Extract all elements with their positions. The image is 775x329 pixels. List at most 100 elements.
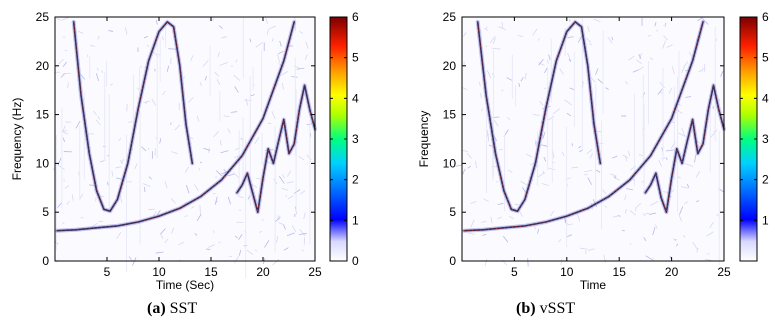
noise-mark-a [62, 131, 69, 135]
noise-mark-a [142, 183, 151, 187]
noise-mark-a [202, 59, 209, 67]
x-tick-label-a: 20 [256, 265, 270, 279]
noise-mark-a [145, 100, 148, 105]
noise-mark-a [143, 35, 149, 39]
noise-mark-a [283, 224, 286, 230]
noise-mark-a [268, 25, 276, 30]
noise-mark-a [90, 45, 96, 47]
noise-mark-b [519, 210, 523, 217]
caption-a: (a) SST [147, 300, 197, 318]
noise-mark-a [240, 138, 243, 140]
noise-mark-b [462, 149, 469, 153]
noise-mark-b [659, 81, 665, 89]
noise-mark-a [111, 170, 114, 177]
noise-mark-a [194, 233, 198, 236]
noise-mark-b [485, 26, 488, 30]
noise-mark-b [482, 233, 487, 236]
noise-mark-a [196, 115, 200, 122]
noise-mark-a [238, 209, 242, 212]
noise-mark-a [151, 98, 157, 106]
noise-mark-a [80, 216, 84, 219]
noise-mark-a [62, 221, 65, 225]
noise-mark-b [663, 35, 668, 41]
noise-mark-a [278, 51, 284, 55]
noise-mark-b [686, 183, 690, 188]
noise-mark-b [552, 161, 555, 164]
y-tick-label-a: 15 [36, 108, 50, 122]
noise-mark-b [650, 200, 659, 206]
noise-mark-b [666, 44, 673, 48]
noise-mark-a [171, 227, 175, 234]
noise-mark-b [624, 194, 627, 201]
noise-mark-a [132, 257, 137, 266]
noise-mark-b [665, 157, 668, 161]
noise-mark-b [560, 258, 562, 265]
noise-mark-b [685, 96, 692, 98]
noise-mark-a [146, 44, 150, 48]
noise-mark-b [671, 189, 675, 193]
noise-mark-b [561, 151, 565, 156]
x-axis-label-a: Time (Sec) [156, 278, 214, 292]
noise-mark-a [155, 251, 164, 254]
noise-mark-b [663, 24, 667, 27]
y-tick-label-a: 10 [36, 156, 50, 170]
noise-mark-b [683, 235, 686, 238]
y-tick-label-a: 5 [42, 205, 49, 219]
noise-mark-b [548, 116, 555, 121]
noise-mark-a [108, 30, 114, 32]
noise-mark-a [272, 258, 280, 266]
ridge-chirp-a [56, 21, 295, 232]
colorbar-tick-label-a: 5 [352, 51, 359, 65]
noise-mark-a [223, 115, 231, 118]
noise-mark-a [210, 18, 215, 22]
noise-mark-a [190, 55, 194, 62]
noise-mark-b [678, 132, 686, 137]
noise-mark-b [568, 59, 572, 62]
colorbar-tick-label-b: 4 [762, 91, 769, 105]
caption-b-label: (b) [516, 300, 536, 317]
noise-mark-a [164, 181, 168, 189]
noise-mark-b [566, 234, 572, 238]
noise-mark-a [306, 154, 312, 161]
noise-mark-a [267, 122, 272, 125]
noise-mark-a [139, 65, 143, 68]
noise-mark-a [191, 206, 195, 209]
noise-mark-b [698, 70, 702, 73]
noise-mark-a [215, 170, 223, 177]
noise-mark-b [567, 52, 572, 62]
x-tick-label-b: 20 [665, 265, 679, 279]
panel-b: 5 10 15 20 25 0 5 10 15 20 25 Time Frequency 1 2 3 4 5 6 [417, 10, 769, 292]
noise-mark-a [234, 235, 238, 239]
noise-mark-a [287, 195, 294, 200]
noise-mark-b [491, 47, 501, 50]
noise-mark-b [607, 36, 613, 44]
noise-mark-a [303, 212, 306, 219]
noise-mark-a [255, 42, 263, 48]
noise-mark-b [681, 127, 686, 137]
noise-mark-b [671, 66, 675, 75]
noise-mark-b [610, 173, 617, 177]
noise-mark-b [612, 176, 620, 181]
noise-mark-a [216, 79, 221, 86]
y-tick-label-b: 5 [449, 205, 456, 219]
noise-mark-a [199, 81, 202, 87]
noise-mark-b [629, 210, 636, 216]
noise-mark-b [481, 220, 487, 223]
noise-mark-a [60, 73, 66, 78]
noise-mark-b [537, 229, 539, 234]
noise-mark-a [281, 71, 288, 76]
noise-mark-b [558, 239, 562, 243]
noise-mark-a [306, 123, 312, 126]
noise-mark-b [657, 88, 663, 95]
noise-mark-b [539, 100, 544, 106]
noise-mark-b [567, 36, 574, 38]
noise-mark-b [675, 243, 679, 247]
y-tick-label-a: 20 [36, 59, 50, 73]
colorbar-b: 1 2 3 4 5 6 [739, 10, 769, 262]
noise-mark-b [683, 201, 688, 205]
noise-mark-a [279, 176, 285, 184]
y-tick-label-a: 0 [42, 254, 49, 268]
axes-frame-b [461, 16, 725, 262]
noise-mark-b [669, 255, 672, 259]
noise-mark-a [213, 130, 219, 138]
